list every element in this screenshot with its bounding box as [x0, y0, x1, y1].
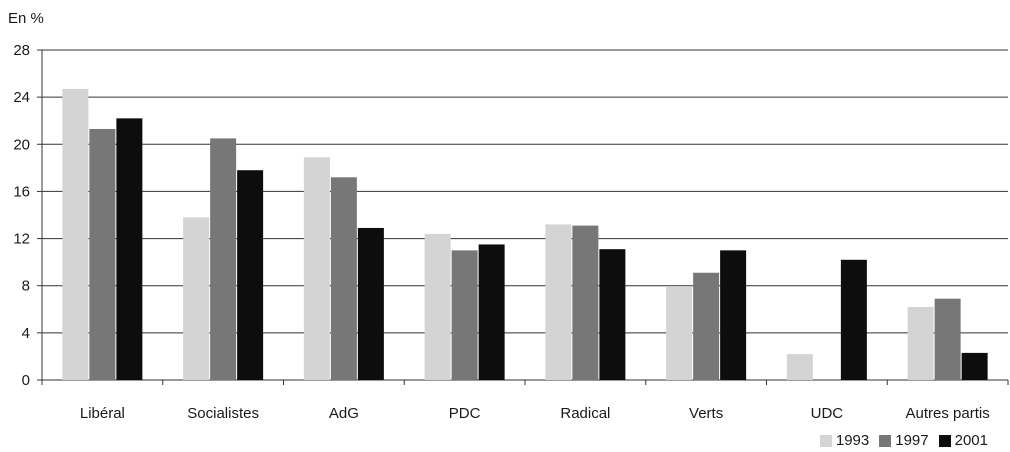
bar-1993-3 [424, 233, 451, 380]
x-category-label: UDC [811, 405, 844, 422]
y-axis-unit-label: En % [8, 10, 44, 27]
legend-label-1997: 1997 [895, 432, 929, 449]
bar-2001-7 [961, 352, 988, 380]
bar-1993-2 [303, 157, 330, 380]
legend-item-1997: 1997 [879, 432, 929, 449]
x-category-label: Radical [560, 405, 610, 422]
y-tick-label: 24 [13, 89, 30, 106]
bar-1993-1 [183, 217, 210, 380]
y-tick-label: 8 [22, 278, 30, 295]
bar-2001-6 [840, 259, 867, 380]
bar-2001-4 [599, 249, 626, 380]
bar-1997-5 [693, 272, 720, 380]
y-tick-label: 28 [13, 42, 30, 59]
legend-swatch-1997 [879, 434, 892, 447]
y-tick-label: 16 [13, 183, 30, 200]
bar-1997-4 [572, 225, 599, 380]
legend-swatch-2001 [938, 434, 951, 447]
legend-label-2001: 2001 [954, 432, 988, 449]
bar-2001-3 [478, 244, 505, 380]
y-tick-label: 0 [22, 372, 30, 389]
legend-label-1993: 1993 [835, 432, 870, 449]
legend-item-1993: 1993 [819, 432, 870, 449]
y-tick-label: 12 [13, 231, 30, 248]
bar-2001-2 [357, 227, 384, 380]
legend: 1993 1997 2001 [819, 432, 988, 449]
x-category-label: Socialistes [187, 405, 259, 422]
x-category-label: PDC [449, 405, 481, 422]
bar-1997-0 [89, 128, 116, 380]
bar-1993-0 [62, 88, 89, 381]
legend-item-2001: 2001 [938, 432, 988, 449]
bar-2001-1 [237, 170, 264, 380]
x-category-label: AdG [329, 405, 359, 422]
bar-1997-3 [451, 250, 478, 380]
y-tick-label: 4 [22, 325, 30, 342]
bar-1993-7 [907, 306, 934, 380]
bar-1997-7 [934, 298, 961, 380]
bar-2001-5 [720, 250, 747, 380]
bar-1993-6 [786, 354, 813, 380]
bar-1993-4 [545, 224, 572, 380]
x-category-label: Autres partis [906, 405, 990, 422]
bar-2001-0 [116, 118, 143, 380]
y-tick-label: 20 [13, 136, 30, 153]
legend-swatch-1993 [819, 434, 832, 447]
x-category-label: Libéral [80, 405, 125, 422]
bar-1997-1 [210, 138, 237, 380]
bar-1997-2 [330, 177, 357, 380]
x-category-label: Verts [689, 405, 723, 422]
bar-1993-5 [666, 286, 693, 380]
